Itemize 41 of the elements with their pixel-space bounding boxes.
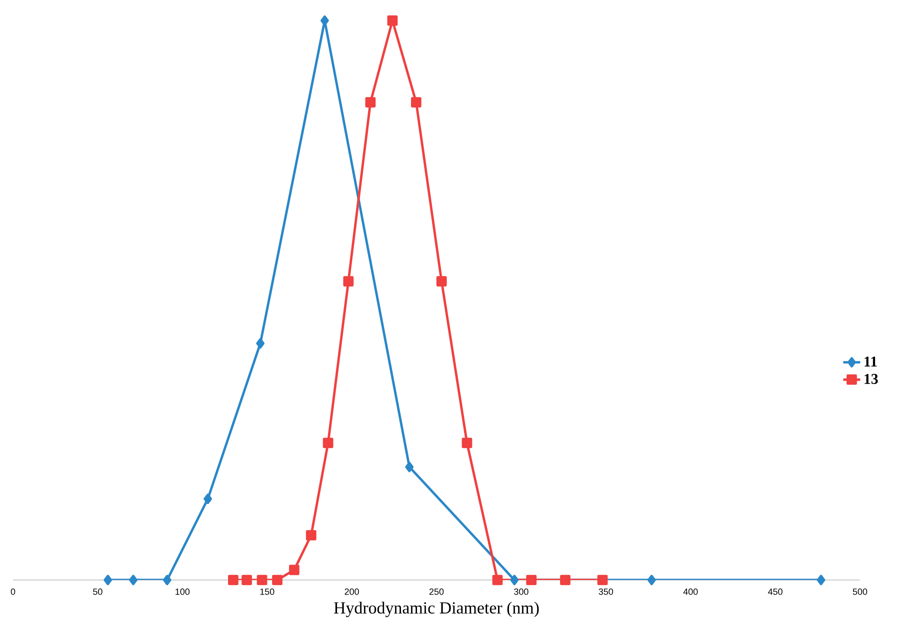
point [647, 574, 656, 586]
point [322, 438, 334, 448]
point [387, 15, 398, 26]
point [597, 574, 608, 586]
point [816, 574, 826, 586]
point [162, 574, 172, 586]
point [462, 438, 472, 448]
point [129, 574, 138, 586]
point [104, 574, 112, 586]
point [320, 15, 329, 26]
legend-label: 11 [864, 356, 877, 366]
x-axis-title: Hydrodynamic Diameter (nm) [334, 602, 539, 618]
point [492, 574, 503, 586]
point [410, 97, 422, 108]
x-tick-label: 150 [260, 588, 274, 595]
x-tick-label: 250 [429, 588, 444, 595]
x-tick-label: 350 [598, 588, 614, 595]
x-tick-label: 0 [10, 588, 16, 595]
point [526, 574, 537, 586]
point [204, 494, 212, 504]
point [272, 574, 282, 586]
point [405, 462, 414, 472]
point [228, 574, 238, 586]
legend-label: 13 [864, 374, 878, 384]
point [365, 97, 376, 108]
x-tick-label: 100 [176, 588, 190, 595]
point [289, 564, 300, 576]
x-tick-label: 450 [768, 588, 782, 595]
point [560, 574, 570, 586]
point [256, 574, 268, 586]
x-tick-label: 400 [683, 588, 698, 595]
point [510, 574, 519, 586]
point [306, 530, 316, 540]
point [343, 276, 354, 286]
x-tick-label: 50 [93, 588, 102, 595]
x-tick-label: 200 [344, 588, 359, 595]
point [242, 574, 252, 586]
x-tick-label: 300 [514, 588, 528, 595]
x-tick-label: 500 [852, 588, 868, 595]
point [256, 338, 265, 349]
point [436, 276, 447, 286]
